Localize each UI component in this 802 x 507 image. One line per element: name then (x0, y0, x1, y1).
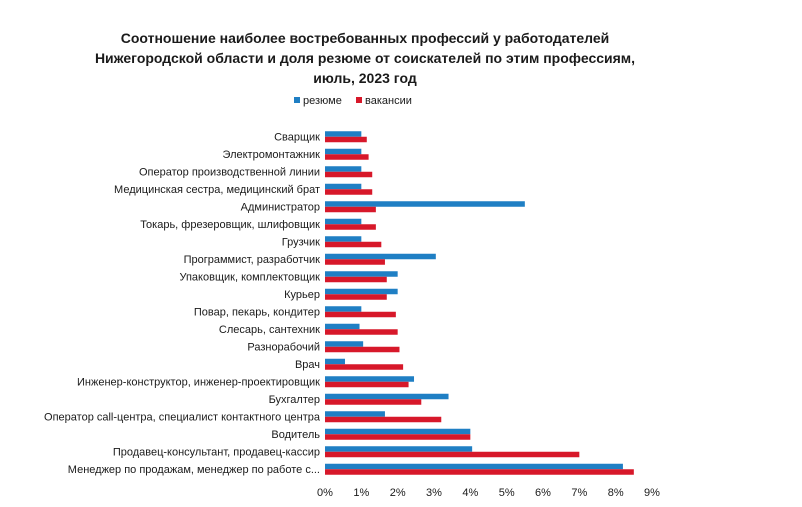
bar-resume (325, 411, 385, 417)
category-label: Упаковщик, комплектовщик (179, 272, 320, 284)
x-tick-label: 9% (644, 487, 660, 499)
category-label: Врач (295, 359, 320, 371)
x-tick-label: 5% (499, 487, 515, 499)
category-label: Оператор производственной линии (139, 167, 320, 179)
bar-resume (325, 358, 345, 365)
bar-vacancies (325, 276, 387, 283)
bar-vacancies (325, 364, 404, 370)
x-tick-label: 8% (608, 487, 624, 499)
bar-vacancies (325, 469, 634, 475)
bar-vacancies (325, 189, 373, 195)
bar-resume (325, 183, 362, 190)
bar-resume (325, 201, 525, 207)
bar-resume (325, 306, 362, 312)
category-label: Бухгалтер (269, 394, 320, 406)
x-tick-label: 4% (462, 487, 478, 499)
bar-vacancies (325, 399, 422, 405)
category-label: Менеджер по продажам, менеджер по работе… (68, 464, 320, 476)
bar-vacancies (325, 171, 373, 178)
bar-vacancies (325, 154, 369, 160)
x-tick-label: 3% (426, 487, 442, 499)
bar-vacancies (325, 206, 376, 213)
bar-vacancies (325, 294, 387, 300)
bar-vacancies (325, 434, 471, 440)
bar-resume (325, 288, 398, 295)
legend-label-vacancies: вакансии (365, 95, 412, 107)
bar-vacancies (325, 416, 442, 423)
category-label: Разнорабочий (247, 342, 320, 354)
bars (325, 131, 634, 475)
x-tick-label: 0% (317, 487, 333, 499)
bar-resume (325, 131, 362, 137)
chart-title-line-1: Соотношение наиболее востребованных проф… (120, 30, 610, 46)
chart-legend: резюме вакансии (0, 95, 802, 109)
chart-title-line-3: июль, 2023 год (313, 70, 417, 86)
bar-resume (325, 323, 360, 330)
category-label: Слесарь, сантехник (219, 324, 320, 336)
category-label: Администратор (241, 202, 320, 214)
bar-resume (325, 236, 362, 242)
bar-resume (325, 271, 398, 277)
chart-title: Соотношение наиболее востребованных проф… (0, 28, 730, 88)
category-label: Водитель (271, 429, 320, 441)
bar-vacancies (325, 224, 376, 230)
legend-label-resume: резюме (303, 95, 342, 107)
bar-resume (325, 446, 473, 452)
category-label: Электромонтажник (223, 149, 321, 161)
category-label: Сварщик (274, 132, 320, 144)
bar-resume (325, 148, 362, 155)
bar-resume (325, 166, 362, 172)
bar-resume (325, 428, 471, 435)
x-tick-label: 7% (571, 487, 587, 499)
bar-resume (325, 218, 362, 225)
legend-item-resume: резюме (294, 95, 342, 107)
legend-swatch-resume (294, 97, 300, 103)
bar-vacancies (325, 329, 398, 335)
category-label: Курьер (284, 289, 320, 301)
category-labels: Сварщик Электромонтажник Оператор производ… (44, 132, 321, 477)
x-axis-ticks: 0% 1% 2% 3% 4% 5% 6% 7% 8% 9% (317, 487, 660, 499)
bar-resume (325, 376, 415, 382)
bar-vacancies (325, 241, 382, 248)
bar-resume (325, 253, 436, 260)
category-label: Продавец-консультант, продавец-кассир (113, 447, 320, 459)
category-label: Медицинская сестра, медицинский брат (114, 184, 320, 196)
category-label: Инженер-конструктор, инженер-проектировщ… (77, 377, 320, 389)
bar-vacancies (325, 259, 385, 265)
bar-vacancies (325, 136, 367, 143)
bar-resume (325, 393, 449, 400)
legend-item-vacancies: вакансии (356, 95, 412, 107)
x-tick-label: 1% (353, 487, 369, 499)
category-label: Токарь, фрезеровщик, шлифовщик (140, 219, 320, 231)
x-tick-label: 2% (390, 487, 406, 499)
bar-resume (325, 463, 623, 470)
legend-swatch-vacancies (356, 97, 362, 103)
x-tick-label: 6% (535, 487, 551, 499)
category-label: Программист, разработчик (184, 254, 321, 266)
bar-resume (325, 341, 364, 347)
category-label: Грузчик (282, 237, 320, 249)
bar-vacancies (325, 451, 580, 458)
bar-vacancies (325, 311, 396, 318)
bar-vacancies (325, 381, 409, 388)
chart-title-line-2: Нижегородской области и доля резюме от с… (94, 50, 636, 66)
bar-vacancies (325, 346, 400, 353)
category-label: Оператор call-центра, специалист контакт… (44, 412, 321, 424)
category-label: Повар, пекарь, кондитер (194, 307, 320, 319)
